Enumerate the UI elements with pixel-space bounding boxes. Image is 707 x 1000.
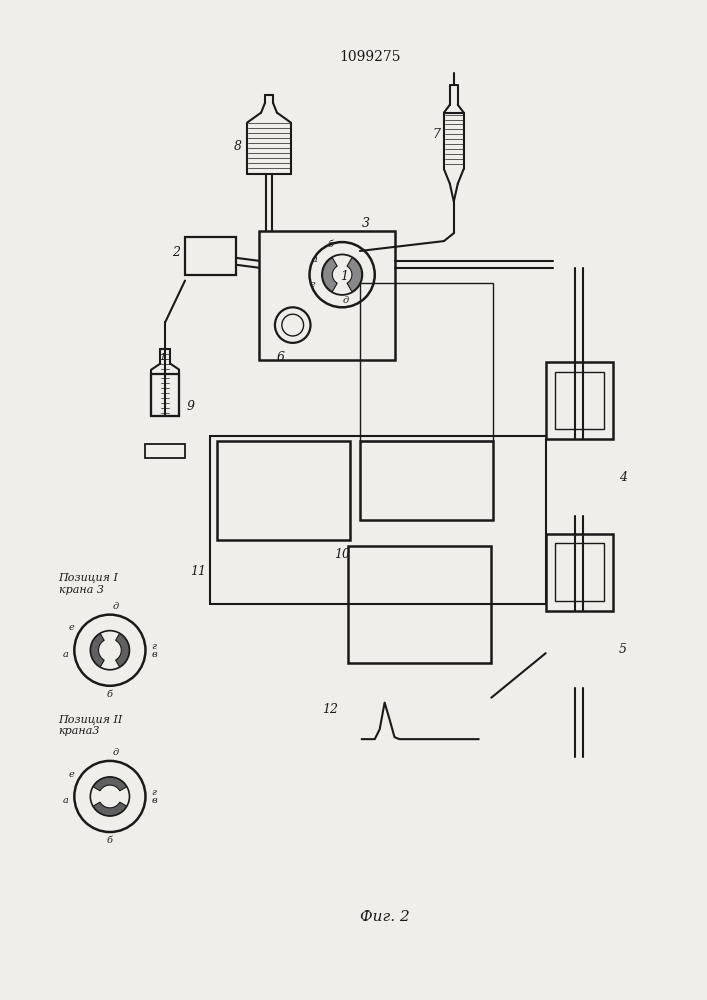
- Text: г: г: [152, 788, 157, 797]
- Bar: [546, 362, 613, 439]
- Text: Фиг. 2: Фиг. 2: [360, 910, 409, 924]
- Bar: [185, 237, 236, 275]
- Text: 6: 6: [277, 351, 285, 364]
- Bar: [554, 372, 604, 429]
- Polygon shape: [116, 634, 129, 667]
- Text: 8: 8: [233, 140, 241, 153]
- Text: в: в: [151, 650, 157, 659]
- Text: 3: 3: [362, 217, 370, 230]
- Text: 1099275: 1099275: [339, 50, 401, 64]
- Text: д: д: [343, 296, 349, 305]
- Text: а: а: [63, 796, 69, 805]
- Text: е: е: [69, 770, 74, 779]
- Text: е: е: [310, 280, 315, 289]
- Text: 4: 4: [619, 471, 627, 484]
- Bar: [216, 441, 350, 540]
- Text: е: е: [69, 623, 74, 632]
- Bar: [546, 534, 613, 611]
- Text: 1: 1: [340, 270, 348, 283]
- Bar: [360, 283, 493, 441]
- Polygon shape: [322, 258, 337, 292]
- Bar: [348, 546, 491, 663]
- Bar: [259, 231, 395, 360]
- Polygon shape: [90, 634, 104, 667]
- Text: 1: 1: [159, 353, 165, 362]
- Text: б: б: [107, 836, 113, 845]
- Bar: [554, 543, 604, 601]
- Polygon shape: [93, 802, 127, 816]
- Text: Позиция I
крана 3: Позиция I крана 3: [59, 573, 118, 595]
- Text: 2: 2: [172, 246, 180, 259]
- Polygon shape: [347, 258, 362, 292]
- Text: в: в: [151, 796, 157, 805]
- Polygon shape: [93, 777, 127, 791]
- Text: д: д: [113, 602, 119, 611]
- Text: б: б: [107, 690, 113, 699]
- Text: 9: 9: [187, 400, 195, 413]
- Text: 10: 10: [334, 548, 350, 561]
- Text: 7: 7: [432, 128, 440, 141]
- Bar: [151, 374, 179, 416]
- Text: г: г: [152, 642, 157, 651]
- Text: а: а: [63, 650, 69, 659]
- Text: 5: 5: [619, 643, 627, 656]
- Text: д: д: [113, 748, 119, 757]
- Text: б: б: [327, 240, 333, 249]
- Text: Позиция II
крана3: Позиция II крана3: [59, 714, 123, 736]
- Bar: [360, 441, 493, 520]
- Text: 11: 11: [189, 565, 206, 578]
- Bar: [146, 444, 185, 458]
- Text: 12: 12: [322, 703, 338, 716]
- Text: а: а: [312, 255, 317, 264]
